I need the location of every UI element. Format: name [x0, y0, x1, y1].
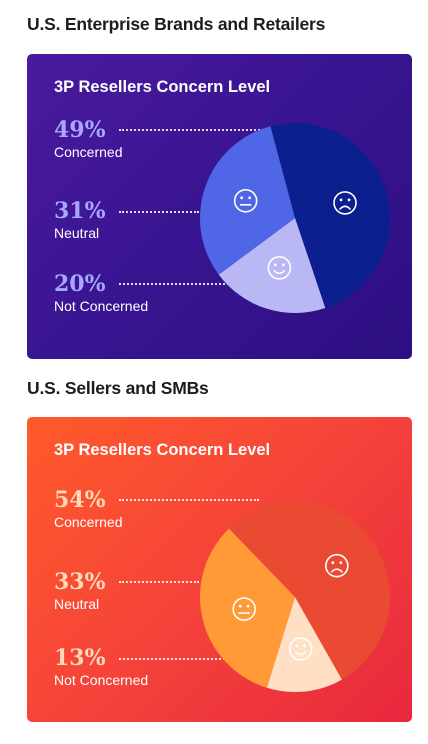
stat-label: Neutral — [54, 596, 100, 612]
chart-title: 3P Resellers Concern Level — [54, 78, 271, 96]
pie-slice-concerned — [270, 122, 391, 309]
stat-label: Concerned — [54, 514, 123, 530]
pie-chart — [200, 502, 390, 692]
pie-slice-neutral — [200, 528, 295, 688]
section-title-smb: U.S. Sellers and SMBs — [27, 378, 209, 398]
smile-face-icon — [267, 256, 292, 280]
stat-value: 33% — [54, 569, 106, 595]
stat-value: 31% — [54, 198, 106, 224]
stat-not-concerned: 13% Not Concerned — [54, 646, 148, 689]
stat-neutral: 33% Neutral — [54, 570, 106, 613]
leader-line — [119, 283, 269, 285]
stat-value: 20% — [54, 271, 106, 297]
stat-value: 13% — [54, 645, 106, 671]
chart-card-smb: 3P Resellers Concern Level 54% Concerned… — [27, 417, 412, 722]
chart-card-enterprise: 3P Resellers Concern Level 49% Concerned… — [27, 54, 412, 359]
frown-face-icon — [333, 191, 357, 215]
pie-slice-not-concerned — [218, 218, 326, 313]
neutral-face-icon — [233, 189, 258, 213]
pie-slice-not-concerned — [266, 597, 342, 692]
stat-value: 54% — [54, 487, 106, 513]
leader-line — [119, 581, 199, 583]
chart-title: 3P Resellers Concern Level — [54, 441, 271, 459]
pie-slice-concerned — [229, 502, 390, 680]
leader-line — [119, 211, 199, 213]
pie-slice-neutral — [200, 126, 295, 275]
stat-label: Not Concerned — [54, 298, 149, 314]
stat-label: Concerned — [54, 144, 123, 160]
smile-face-icon — [288, 637, 313, 661]
frown-face-icon — [325, 553, 349, 578]
leader-line — [119, 499, 259, 501]
leader-line — [119, 129, 263, 131]
leader-line — [119, 658, 269, 660]
pie-chart — [200, 122, 391, 313]
neutral-face-icon — [232, 597, 256, 621]
stat-concerned: 54% Concerned — [54, 488, 123, 531]
stat-concerned: 49% Concerned — [54, 118, 123, 161]
stat-label: Not Concerned — [54, 672, 149, 688]
section-title-enterprise: U.S. Enterprise Brands and Retailers — [27, 14, 326, 34]
stat-value: 49% — [54, 117, 106, 143]
stat-not-concerned: 20% Not Concerned — [54, 272, 148, 315]
stat-neutral: 31% Neutral — [54, 199, 106, 242]
stat-label: Neutral — [54, 225, 100, 241]
